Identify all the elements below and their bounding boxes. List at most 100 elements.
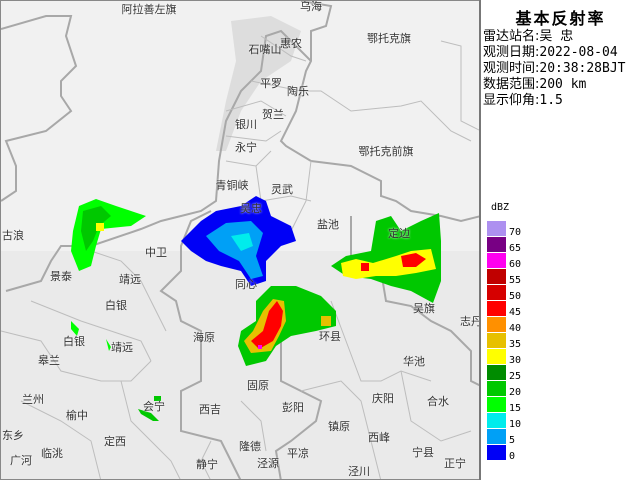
info-value: 1.5 (539, 93, 563, 108)
legend-swatch (487, 221, 506, 236)
place-label: 庆阳 (372, 392, 394, 405)
radar-map[interactable]: 阿拉善左旗 乌海 石嘴山 惠农 鄂托克旗 平罗 陶乐 贺兰 银川 永宁 鄂托克前旗 青铜峡 灵武 吴忠 盐池… (0, 0, 480, 480)
radar-echoes (71, 196, 441, 421)
legend-swatch (487, 365, 506, 380)
place-label: 海原 (193, 331, 215, 344)
legend-item: 70 (487, 221, 521, 238)
legend-value: 30 (509, 355, 522, 366)
terrain-shading (1, 16, 479, 479)
legend-value: 15 (509, 403, 522, 414)
info-value: 吴 忠 (539, 29, 574, 44)
place-label: 青铜峡 (215, 179, 249, 192)
legend-item: 65 (487, 237, 521, 254)
legend-value: 55 (509, 275, 522, 286)
place-label: 乌海 (300, 0, 322, 13)
place-label: 陶乐 (287, 85, 309, 98)
place-label: 镇原 (328, 420, 350, 433)
place-label: 固原 (247, 379, 269, 392)
legend-item: 10 (487, 413, 521, 430)
echo-magenta-core (258, 345, 262, 349)
echo-huining (138, 396, 161, 421)
echo-yellow-west (96, 223, 104, 231)
place-label: 定边 (388, 227, 410, 240)
legend-item: 25 (487, 365, 521, 382)
legend-item: 40 (487, 317, 521, 334)
legend-swatch (487, 301, 506, 316)
echo-green-dingbian (331, 213, 441, 303)
legend-value: 45 (509, 307, 522, 318)
info-row: 雷达站名:吴 忠 (483, 29, 640, 45)
dbz-legend: dBZ 70 65 60 55 50 45 40 35 30 25 20 15 10 5 0 (487, 202, 521, 462)
place-label: 志丹 (460, 315, 480, 328)
legend-swatch (487, 445, 506, 460)
place-label: 平罗 (260, 77, 282, 90)
place-label: 中卫 (145, 246, 167, 259)
info-row: 观测时间:20:38:28BJT (483, 61, 640, 77)
echo-red-central (251, 301, 283, 349)
legend-value: 20 (509, 387, 522, 398)
legend-item: 20 (487, 381, 521, 398)
legend-item: 45 (487, 301, 521, 318)
legend-item: 30 (487, 349, 521, 366)
legend-swatch (487, 333, 506, 348)
place-label: 正宁 (444, 457, 466, 470)
info-key: 显示仰角: (483, 93, 540, 108)
place-label: 白银 (63, 335, 85, 348)
place-label: 东乡 (2, 429, 24, 442)
legend-item: 15 (487, 397, 521, 414)
legend-value: 0 (509, 451, 516, 462)
legend-swatch (487, 413, 506, 428)
legend-swatch (487, 253, 506, 268)
place-label: 靖远 (119, 273, 141, 286)
place-label: 宁县 (412, 446, 434, 459)
place-label: 环县 (319, 330, 341, 343)
place-label: 静宁 (196, 458, 218, 471)
place-label: 皋兰 (38, 354, 60, 367)
info-value: 20:38:28BJT (539, 61, 626, 76)
legend-value: 40 (509, 323, 522, 334)
legend-item: 0 (487, 445, 515, 462)
place-label: 泾源 (257, 457, 279, 470)
info-key: 观测日期: (483, 45, 540, 60)
legend-swatch (487, 381, 506, 396)
place-label: 古浪 (2, 229, 24, 242)
legend-swatch (487, 317, 506, 332)
echo-red-dingbian (361, 253, 426, 271)
info-value: 200 km (539, 77, 587, 92)
info-key: 雷达站名: (483, 29, 540, 44)
place-label: 阿拉善左旗 (121, 3, 177, 16)
place-label: 白银 (105, 299, 127, 312)
place-label: 银川 (235, 118, 257, 131)
place-label: 靖远 (111, 341, 133, 354)
place-label: 兰州 (22, 393, 44, 406)
place-label: 鄂托克旗 (367, 32, 411, 45)
place-label: 盐池 (317, 218, 339, 231)
legend-item: 5 (487, 429, 515, 446)
place-label: 隆德 (239, 440, 261, 453)
county-boundaries (1, 35, 479, 479)
legend-swatch (487, 269, 506, 284)
place-label: 定西 (104, 435, 126, 448)
legend-value: 10 (509, 419, 522, 430)
place-label: 吴忠 (240, 202, 262, 215)
echo-cyan-wuzhong (231, 233, 253, 251)
info-row: 观测日期:2022-08-04 (483, 45, 640, 61)
place-label: 鄂托克前旗 (358, 145, 414, 158)
legend-value: 70 (509, 227, 522, 238)
place-label: 贺兰 (262, 108, 284, 121)
info-key: 数据范围: (483, 77, 540, 92)
legend-swatch (487, 285, 506, 300)
map-layer (1, 1, 479, 479)
info-key: 观测时间: (483, 61, 540, 76)
legend-value: 65 (509, 243, 522, 254)
legend-value: 35 (509, 339, 522, 350)
place-label: 西吉 (199, 403, 221, 416)
legend-value: 50 (509, 291, 522, 302)
info-value: 2022-08-04 (539, 45, 618, 60)
legend-value: 60 (509, 259, 522, 270)
place-label: 会宁 (143, 400, 165, 413)
legend-item: 55 (487, 269, 521, 286)
legend-item: 60 (487, 253, 521, 270)
place-label: 灵武 (271, 183, 293, 196)
legend-item: 35 (487, 333, 521, 350)
